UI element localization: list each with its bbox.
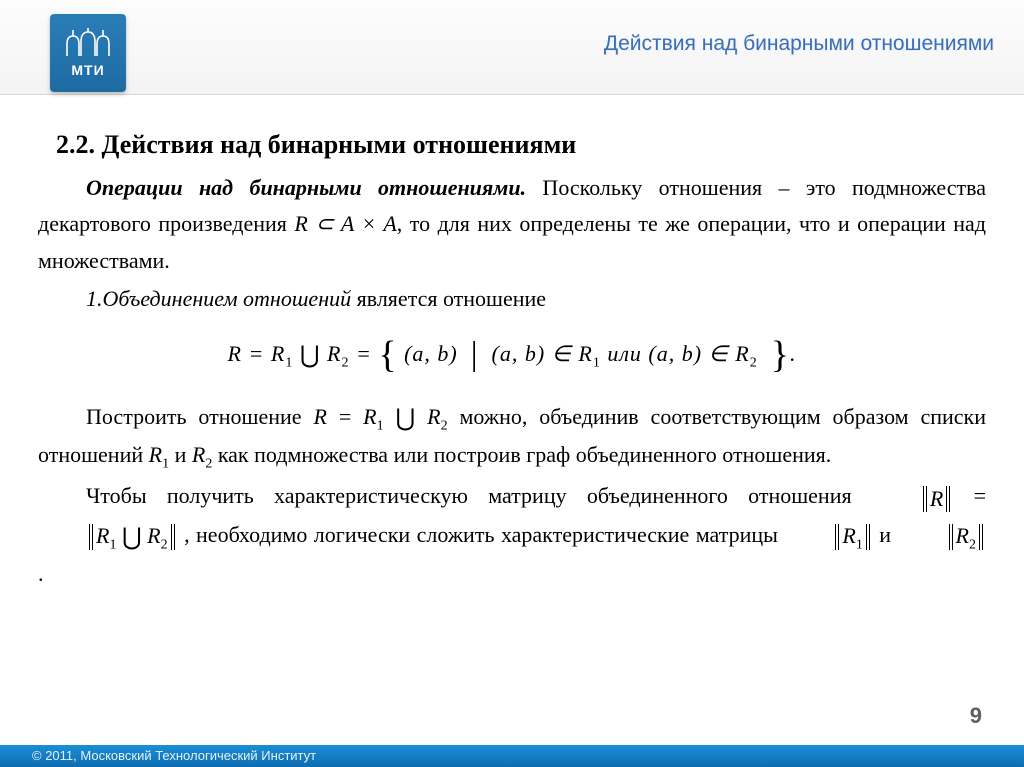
paragraph-intro: Операции над бинарными отношениями. Поск… [38,170,986,279]
item1-tail: является отношение [351,286,546,311]
header-bar: МТИ Действия над бинарными отношениями [0,0,1024,95]
logo: МТИ [50,14,126,92]
para3-b: , необходимо логически сложить характери… [178,522,785,547]
logo-domes-icon [63,28,113,58]
norm-R2: R2 [898,517,986,556]
section-title: 2.2. Действия над бинарными отношениями [56,130,986,160]
footer-bar: © 2011, Московский Технологический Инсти… [0,745,1024,767]
paragraph-3: Чтобы получить характеристическую матриц… [38,478,986,593]
para2-and: и [169,442,192,467]
header-title: Действия над бинарными отношениями [604,32,994,56]
section-number: 2.2. [56,130,95,159]
logo-text: МТИ [71,62,104,78]
para3-eq: = [953,483,986,508]
footer-text: © 2011, Московский Технологический Инсти… [32,748,316,763]
item-1: 1.Объединением отношений является отноше… [38,281,986,317]
para3-dot: . [38,561,44,586]
page-number: 9 [970,703,982,729]
para2-c: как подмножества или по­строив граф объе… [212,442,831,467]
relation-expr: R ⊂ A × A [294,211,396,236]
norm-R1: R1 [784,517,872,556]
norm-R: R [872,479,953,517]
content-area: 2.2. Действия над бинарными отношениями … [0,95,1024,593]
norm-union: R1 ⋃ R2 [38,517,178,557]
para3-a: Чтобы получить характеристическую матриц… [86,483,872,508]
para3-and2: и [873,522,898,547]
item1-lead: 1.Объединением отношений [86,286,351,311]
formula-union: R = R1 ⋃ R2 = { (a, b) | (a, b) ∈ R1 или… [38,339,986,371]
para2-a: Построить отношение [86,404,313,429]
lead-phrase: Операции над бинарными отношениями. [86,175,526,200]
paragraph-2: Построить отношение R = R1 ⋃ R2 можно, о… [38,398,986,476]
section-title-text: Действия над бинарными отношениями [102,130,577,159]
